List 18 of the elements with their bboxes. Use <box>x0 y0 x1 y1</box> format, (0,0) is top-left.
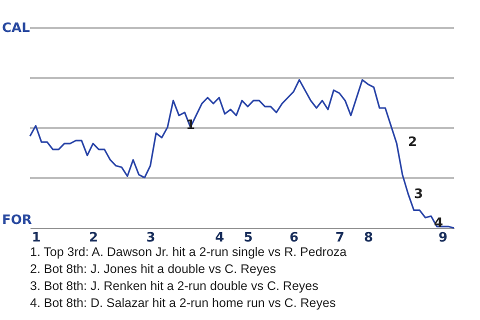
x-tick-label: 7 <box>335 230 344 246</box>
x-tick-label: 2 <box>89 230 98 246</box>
x-tick-label: 8 <box>364 230 374 246</box>
text: 4. Bot 8th: D. Salazar hit a 2-run home run vs C. Reyes <box>30 295 337 312</box>
annotation: 1 <box>186 118 196 133</box>
text: 2. Bot 8th: J. Jones hit a double vs C. Reyes <box>30 261 277 278</box>
x-tick-label: 3 <box>146 230 156 246</box>
x-tick-label: 5 <box>244 230 253 246</box>
text: 3. Bot 8th: J. Renken hit a 2-run double vs C. Reyes <box>30 278 320 295</box>
x-tick-label: 4 <box>215 230 224 246</box>
x-tick-label: 6 <box>290 230 299 246</box>
x-tick-label: 9 <box>438 230 448 246</box>
text: CAL <box>2 21 30 36</box>
annotation: FOR <box>2 213 32 228</box>
annotation: 3 <box>414 187 424 202</box>
x-tick-label: 1 <box>32 230 41 246</box>
annotation: 2 <box>408 135 418 150</box>
text: 1. Top 3rd: A. Dawson Jr. hit a 2-run single vs R. Pedroza <box>30 244 347 261</box>
